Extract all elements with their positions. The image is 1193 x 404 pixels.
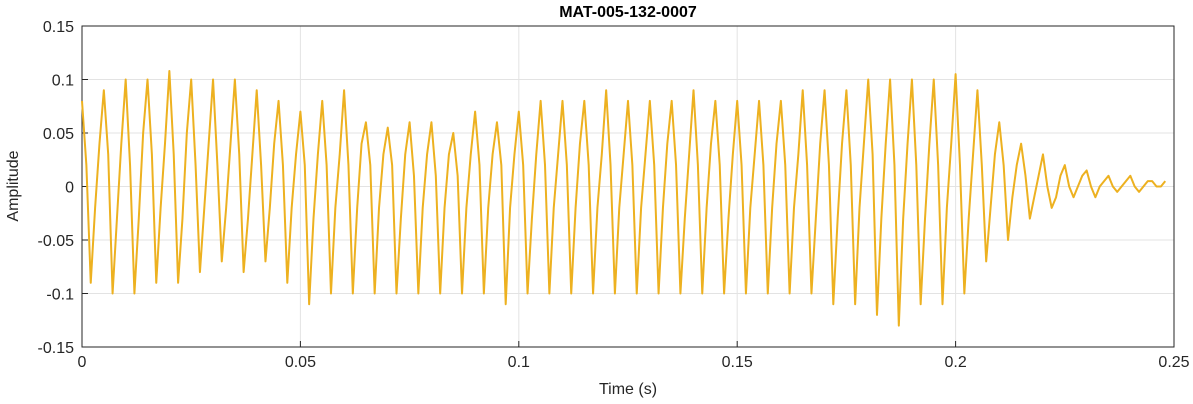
- y-tick-label: -0.1: [46, 287, 74, 304]
- chart-title: MAT-005-132-0007: [559, 4, 697, 21]
- x-tick-label: 0.15: [722, 354, 753, 371]
- waveform-line: [81, 69, 1167, 327]
- plot-frame: [81, 25, 1175, 348]
- y-tick-label: 0.05: [43, 126, 74, 143]
- y-tick-label: 0: [65, 180, 74, 197]
- x-axis-label: Time (s): [599, 381, 657, 398]
- y-tick-label: -0.15: [38, 340, 75, 357]
- x-tick-label: 0.1: [508, 354, 530, 371]
- x-tick-label: 0.2: [944, 354, 966, 371]
- y-tick-label: 0.15: [43, 19, 74, 36]
- x-tick-label: 0: [78, 354, 87, 371]
- x-tick-label: 0.05: [285, 354, 316, 371]
- y-tick-label: 0.1: [52, 73, 74, 90]
- y-tick-label: -0.05: [38, 233, 75, 250]
- x-tick-label: 0.25: [1158, 354, 1189, 371]
- y-axis-label: Amplitude: [5, 150, 22, 221]
